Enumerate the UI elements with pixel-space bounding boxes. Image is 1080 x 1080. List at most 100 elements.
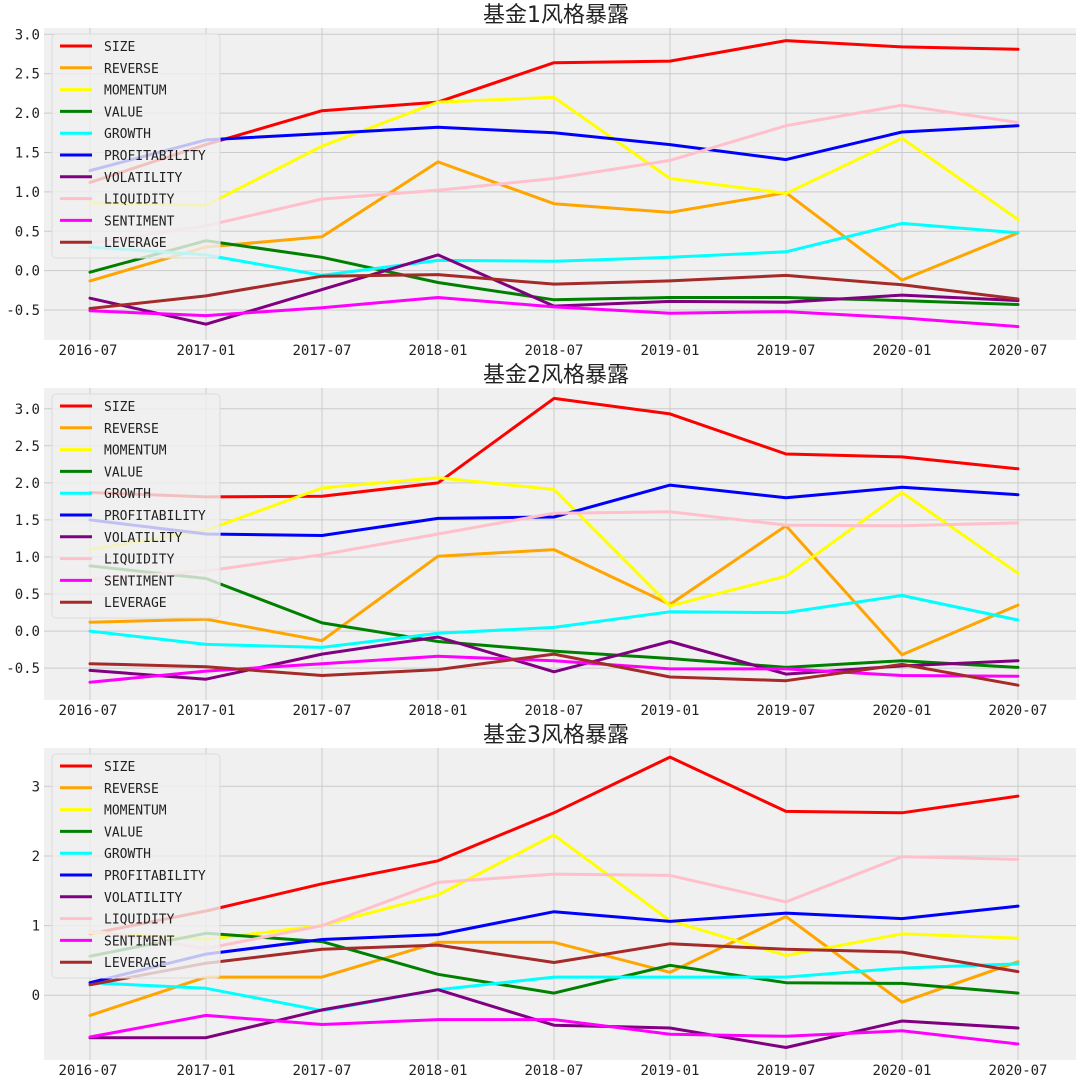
series-line-growth	[88, 962, 1020, 1013]
series-line-size	[88, 39, 1020, 184]
legend-label-momentum: MOMENTUM	[104, 84, 167, 99]
legend-label-value: VALUE	[104, 105, 143, 120]
y-tick-label: 2.5	[15, 67, 40, 83]
x-tick-label: 2020-01	[872, 1063, 931, 1079]
legend-label-sentiment: SENTIMENT	[104, 574, 175, 589]
legend-label-volatility: VOLATILITY	[104, 891, 182, 906]
x-tick-label: 2020-01	[872, 703, 931, 719]
chart-panel-2: 基金2风格暴露 -0.5 0.0 0.5 1.0 1.5 2.0 2.5 3.0 2016-07 2…	[6, 363, 1076, 719]
series-line-momentum	[88, 476, 1020, 608]
chart-title: 基金2风格暴露	[483, 363, 629, 388]
legend-label-leverage: LEVERAGE	[104, 956, 167, 971]
x-tick-label: 2018-07	[524, 343, 583, 359]
legend-label-value: VALUE	[104, 465, 143, 480]
x-tick-label: 2018-07	[524, 1063, 583, 1079]
series-line-growth	[88, 594, 1020, 649]
series-line-reverse	[88, 160, 1020, 283]
x-tick-label: 2018-07	[524, 703, 583, 719]
x-tick-label: 2020-01	[872, 343, 931, 359]
x-tick-label: 2016-07	[58, 703, 117, 719]
x-tick-label: 2019-01	[640, 343, 699, 359]
y-tick-label: 1.5	[15, 145, 40, 161]
legend-label-profitability: PROFITABILITY	[104, 149, 206, 164]
legend-label-growth: GROWTH	[104, 847, 151, 862]
legend-label-momentum: MOMENTUM	[104, 804, 167, 819]
x-tick-label: 2017-07	[292, 343, 351, 359]
series-line-sentiment	[88, 296, 1020, 329]
legend-label-profitability: PROFITABILITY	[104, 509, 206, 524]
series-line-reverse	[88, 524, 1020, 657]
legend-box	[51, 33, 221, 259]
legend-label-size: SIZE	[104, 760, 135, 775]
legend-label-value: VALUE	[104, 825, 143, 840]
x-tick-label: 2019-07	[756, 343, 815, 359]
legend-label-leverage: LEVERAGE	[104, 596, 167, 611]
series-line-profitability	[88, 124, 1020, 173]
legend-label-liquidity: LIQUIDITY	[104, 193, 175, 208]
series-line-profitability	[88, 904, 1020, 985]
y-tick-label: 1.5	[15, 513, 40, 529]
y-tick-label: 0.0	[15, 264, 40, 280]
series-line-leverage	[88, 273, 1020, 310]
legend-label-liquidity: LIQUIDITY	[104, 553, 175, 568]
legend-label-size: SIZE	[104, 400, 135, 415]
x-tick-label: 2017-07	[292, 703, 351, 719]
legend-label-growth: GROWTH	[104, 127, 151, 142]
legend: SIZE REVERSE MOMENTUM VALUE GROWTH PROFITABIL…	[51, 33, 221, 259]
y-tick-label: -0.5	[6, 303, 40, 319]
x-tick-label: 2018-01	[408, 1063, 467, 1079]
y-tick-label: 3.0	[15, 402, 40, 418]
chart-panel-3: 基金3风格暴露 0 1 2 3 2016-07 2017-01 2017-07 2018-01 2…	[32, 723, 1076, 1079]
legend-label-sentiment: SENTIMENT	[104, 934, 175, 949]
x-tick-label: 2019-01	[640, 1063, 699, 1079]
legend-label-reverse: REVERSE	[104, 62, 159, 77]
series-line-reverse	[88, 915, 1020, 1017]
y-tick-label: -0.5	[6, 661, 40, 677]
legend-box	[51, 393, 221, 619]
series-line-leverage	[88, 652, 1020, 687]
x-tick-label: 2017-01	[176, 343, 235, 359]
x-tick-label: 2018-01	[408, 343, 467, 359]
series-line-growth	[88, 221, 1020, 277]
x-tick-label: 2019-07	[756, 1063, 815, 1079]
x-tick-label: 2016-07	[58, 343, 117, 359]
legend-label-liquidity: LIQUIDITY	[104, 913, 175, 928]
legend-label-size: SIZE	[104, 40, 135, 55]
series-line-liquidity	[88, 855, 1020, 951]
legend-label-momentum: MOMENTUM	[104, 444, 167, 459]
series-line-leverage	[88, 942, 1020, 987]
y-tick-label: 2.0	[15, 476, 40, 492]
series-line-size	[88, 755, 1020, 936]
chart-title: 基金3风格暴露	[483, 723, 629, 748]
legend-label-growth: GROWTH	[104, 487, 151, 502]
y-tick-label: 3.0	[15, 27, 40, 43]
y-tick-label: 2	[32, 849, 40, 865]
legend: SIZE REVERSE MOMENTUM VALUE GROWTH PROFITABIL…	[51, 753, 221, 979]
legend: SIZE REVERSE MOMENTUM VALUE GROWTH PROFITABIL…	[51, 393, 221, 619]
x-tick-label: 2020-07	[988, 343, 1047, 359]
series-line-value	[88, 931, 1020, 995]
x-tick-label: 2020-07	[988, 1063, 1047, 1079]
y-tick-label: 0	[32, 988, 40, 1004]
legend-label-reverse: REVERSE	[104, 782, 159, 797]
x-tick-label: 2017-01	[176, 1063, 235, 1079]
x-tick-label: 2018-01	[408, 703, 467, 719]
y-tick-label: 3	[32, 779, 40, 795]
series-line-sentiment	[88, 1013, 1020, 1046]
series-line-volatility	[88, 988, 1020, 1049]
chart-title: 基金1风格暴露	[483, 3, 629, 28]
legend-label-sentiment: SENTIMENT	[104, 214, 175, 229]
x-tick-label: 2020-07	[988, 703, 1047, 719]
series-line-profitability	[88, 483, 1020, 537]
legend-box	[51, 753, 221, 979]
legend-label-volatility: VOLATILITY	[104, 531, 182, 546]
y-tick-label: 0.5	[15, 587, 40, 603]
y-tick-label: 0.5	[15, 224, 40, 240]
series-line-value	[88, 564, 1020, 669]
y-tick-label: 1.0	[15, 550, 40, 566]
series-line-liquidity	[88, 103, 1020, 245]
x-tick-label: 2017-01	[176, 703, 235, 719]
series-line-liquidity	[88, 510, 1020, 581]
y-tick-label: 1.0	[15, 185, 40, 201]
